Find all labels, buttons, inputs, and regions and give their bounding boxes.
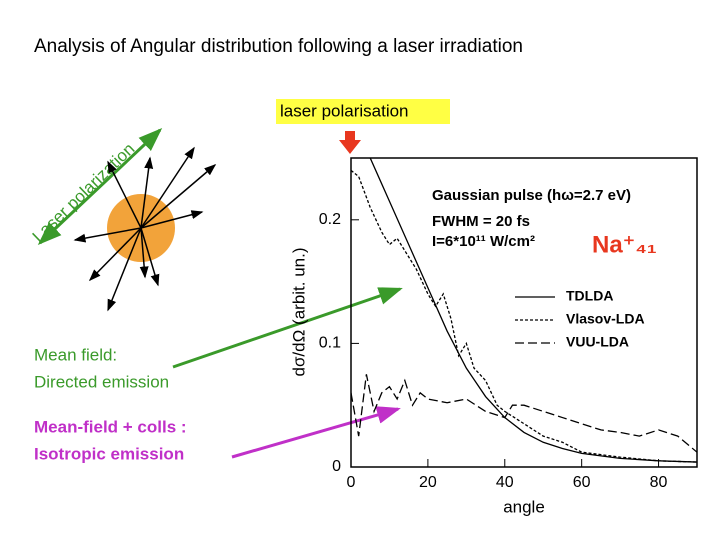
polarisation-arrow	[339, 131, 361, 154]
polarization-arrow	[37, 127, 163, 246]
emission-arrows	[73, 146, 217, 312]
polarisation-label: laser polarisation	[280, 101, 409, 120]
x-tick-label: 60	[573, 474, 591, 491]
annotation: Na⁺₄₁	[592, 231, 657, 258]
pointer-arrow	[231, 406, 401, 459]
y-axis-label: dσ/dΩ (arbit. un.)	[289, 247, 308, 376]
note: Isotropic emission	[34, 444, 184, 463]
y-tick-label: 0.2	[319, 211, 341, 228]
note: Directed emission	[34, 372, 169, 391]
x-tick-label: 80	[650, 474, 668, 491]
legend-label: VUU-LDA	[566, 334, 629, 350]
legend-label: Vlasov-LDA	[566, 311, 645, 327]
x-tick-label: 0	[347, 474, 356, 491]
series-line	[369, 158, 697, 463]
legend-label: TDLDA	[566, 288, 613, 304]
x-axis-label: angle	[503, 497, 545, 516]
series-line	[351, 374, 697, 453]
label-bg	[276, 99, 450, 124]
note: Mean field:	[34, 345, 117, 364]
chart: dσ/dΩ (arbit. un.) angle Gaussian pulse …	[289, 157, 698, 516]
x-tick-label: 40	[496, 474, 514, 491]
plot-frame	[350, 157, 698, 468]
x-tick-label: 20	[419, 474, 437, 491]
y-tick-label: 0	[332, 458, 341, 475]
note: Mean-field + colls :	[34, 417, 187, 436]
annotation: FWHM = 20 fs	[432, 213, 530, 230]
slide-title: Analysis of Angular distribution followi…	[34, 36, 523, 57]
y-tick-label: 0.1	[319, 335, 341, 352]
series-line	[351, 169, 697, 463]
annotation: Gaussian pulse (hω=2.7 eV)	[432, 187, 631, 204]
pointer-arrow	[172, 287, 403, 369]
annotation: I=6*10¹¹ W/cm²	[432, 233, 535, 250]
